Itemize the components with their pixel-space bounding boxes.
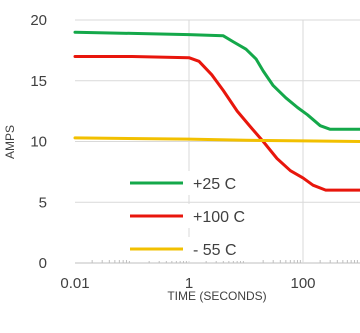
- series-line-0: [73, 30, 360, 131]
- x-axis-label: TIME (SECONDS): [167, 289, 266, 303]
- tick-labels: 0 5 10 15 20 0.01 1 100: [30, 12, 315, 292]
- x-tick-label: 1: [185, 275, 193, 292]
- y-axis-label: AMPS: [3, 125, 17, 159]
- y-tick-label: 5: [39, 194, 47, 211]
- legend-label: +100 C: [193, 209, 245, 226]
- series-line-1: [73, 55, 360, 192]
- y-tick-label: 15: [30, 73, 47, 90]
- x-tick-label: 100: [290, 275, 315, 292]
- series-lines: [73, 30, 360, 192]
- minor-ticks: [91, 260, 358, 263]
- series-line-2: [73, 136, 360, 143]
- x-tick-label: 0.01: [60, 275, 89, 292]
- y-tick-label: 10: [30, 134, 47, 151]
- legend-label: +25 C: [193, 176, 236, 193]
- legend-label: - 55 C: [193, 242, 237, 259]
- y-tick-label: 0: [39, 255, 47, 272]
- legend: +25 C +100 C - 55 C: [128, 171, 259, 261]
- grid: [75, 19, 360, 264]
- y-tick-label: 20: [30, 12, 47, 29]
